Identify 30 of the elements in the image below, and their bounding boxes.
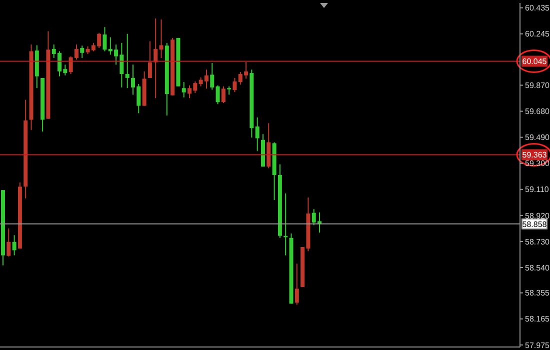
candlestick: [80, 45, 84, 58]
candlestick: [210, 62, 214, 90]
ref-line-label: 59.363: [522, 150, 548, 160]
y-tick-label: 59.490: [525, 133, 550, 142]
candlestick: [159, 18, 164, 58]
candlestick: [182, 82, 186, 98]
candlestick: [232, 77, 237, 93]
y-tick-label: 58.920: [525, 211, 550, 220]
candlestick: [221, 86, 226, 104]
candlestick: [255, 116, 260, 152]
candlestick: [294, 263, 299, 306]
candlestick: [6, 228, 11, 258]
ref-line-label: 60.045: [522, 57, 548, 66]
y-tick-label: 58.165: [525, 314, 550, 324]
candlestick: [102, 26, 107, 52]
candlestick: [216, 84, 220, 105]
y-tick-label: 57.975: [525, 340, 550, 350]
y-tick-label: 60.245: [525, 30, 550, 39]
candlestick: [148, 40, 152, 78]
candlestick: [154, 18, 158, 99]
y-tick-label: 60.435: [525, 4, 550, 13]
y-tick-label: 58.730: [525, 237, 550, 246]
y-tick-label: 58.540: [525, 263, 550, 272]
y-tick-label: 59.680: [525, 107, 550, 116]
candlestick: [12, 234, 16, 256]
y-tick-label: 59.110: [525, 185, 550, 194]
candlestick: [125, 33, 130, 89]
y-tick-label: 59.870: [525, 81, 550, 90]
y-tick-label: 58.355: [525, 288, 550, 298]
ref-line-label: 58.858: [522, 220, 548, 229]
